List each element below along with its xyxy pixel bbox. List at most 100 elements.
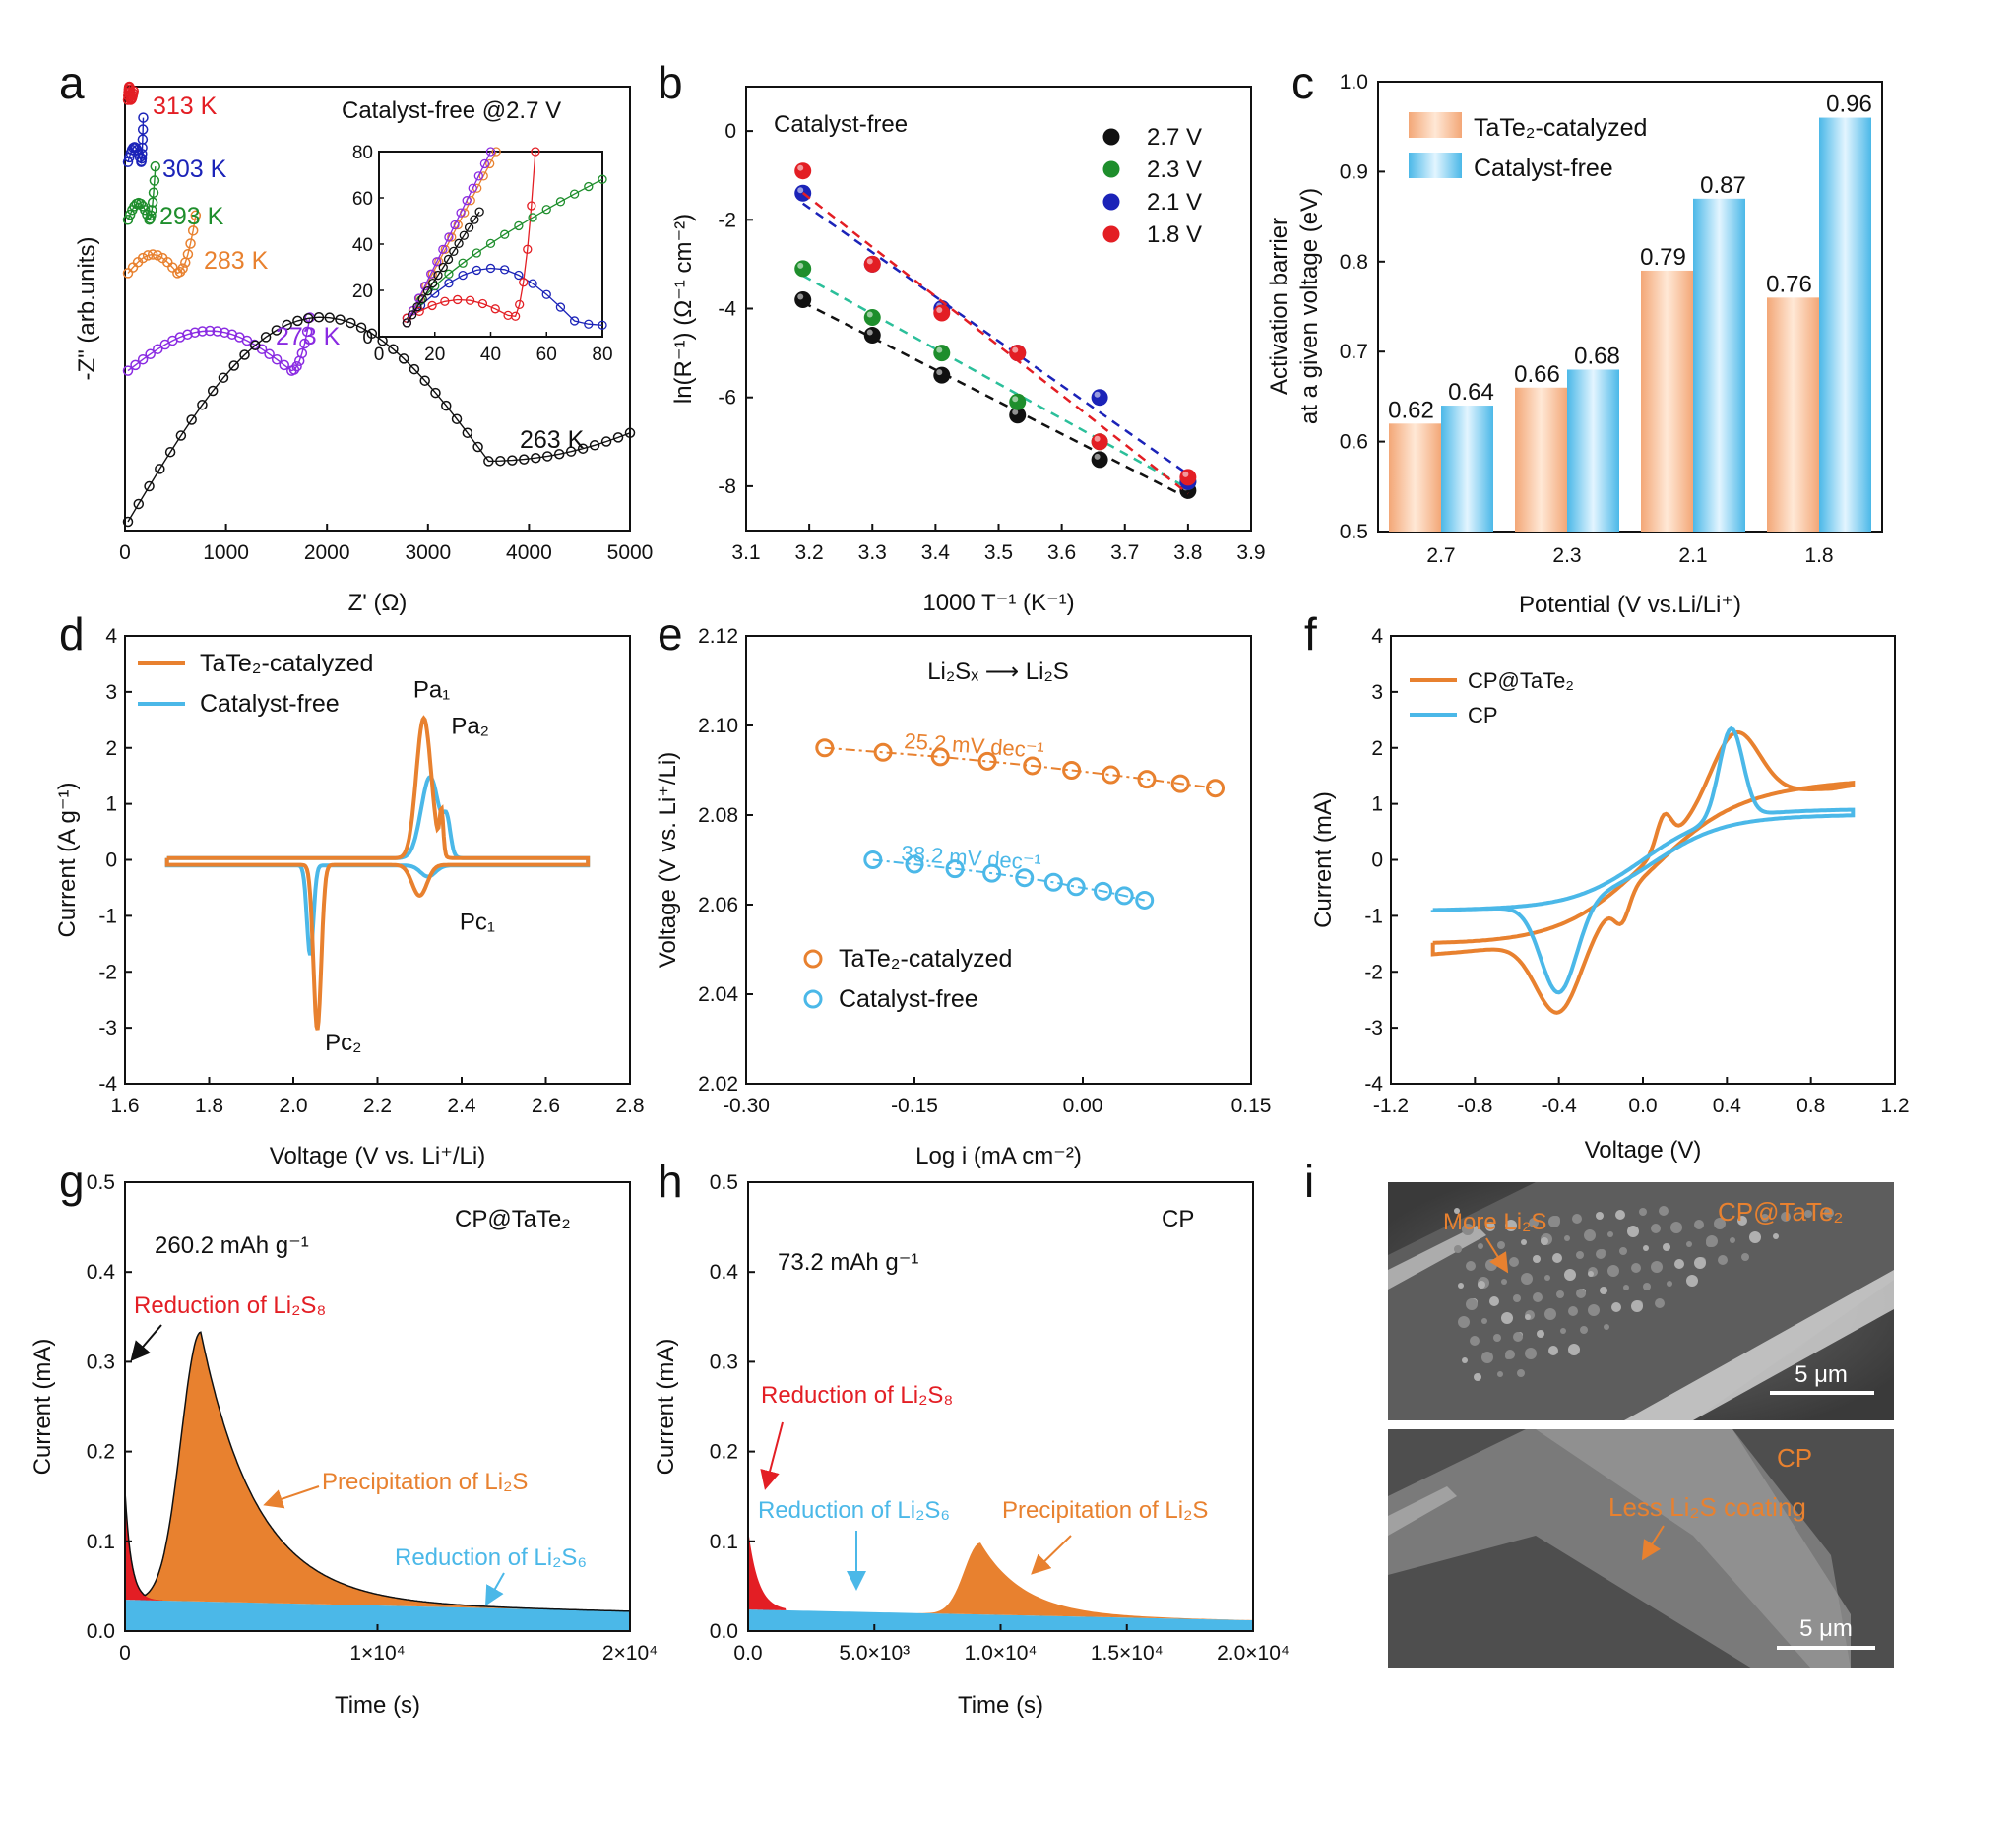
sem-particle [1556,1290,1564,1298]
data-point [147,249,158,260]
series-313K [122,81,139,105]
sem-particle [1474,1373,1481,1381]
sem-particle [1824,1208,1834,1218]
y-tick-label: 1.0 [1340,71,1368,94]
data-point [197,400,208,410]
x-tick-label: 1.6 [110,1095,139,1117]
data-point [291,360,302,372]
chart-annotation: Li₂Sₓ ⟶ Li₂S [927,659,1069,685]
sem-highlight [1388,1486,1457,1536]
series-0: 2.7 V [794,124,1202,500]
x-axis-title: Z' (Ω) [348,590,408,616]
sem-particle [1651,1224,1661,1233]
y-tick-label: 0.9 [1340,160,1368,183]
sem-particle [1607,1231,1613,1237]
y-axis-title: at a given voltage (eV) [1296,188,1323,424]
sem-particle [1454,1245,1462,1253]
inset-data-point [473,171,483,181]
sem-particle [1466,1261,1476,1271]
y-tick-label: 0.1 [87,1531,115,1553]
x-tick-label: 1.8 [1804,544,1833,567]
data-point [207,385,219,397]
bar [1767,297,1819,532]
panel-f: -1.2 -0.8 -0.4 0.0 0.4 0.8 1.2 -4 -3 -2 -1 0 1 2 3 4 Vol… [1310,625,1910,1164]
data-point [1091,451,1108,469]
panel-letter: g [59,1156,85,1207]
y-tick-label: -4 [718,298,736,321]
x-tick-label: 3.2 [795,541,824,564]
area-li2s6 [125,1600,630,1631]
inset-data-point [422,286,433,296]
inset-data-point [454,238,464,248]
bar-value-label: 0.96 [1826,92,1872,118]
annotation-arrow [1031,1535,1072,1575]
sem-particle [1580,1326,1588,1334]
series-3: 1.8 V [794,162,1202,495]
data-point [530,452,541,464]
x-tick-label: 2000 [304,541,350,564]
data-point [977,751,997,771]
data-point [302,313,314,324]
inset-data-point [438,262,448,273]
y-tick-label: 1 [1371,793,1383,816]
inset-data-point [447,232,457,242]
scale-bar-label: 5 μm [1799,1615,1853,1642]
data-point [264,348,275,360]
x-tick-label: -0.4 [1542,1095,1578,1117]
data-point [1206,779,1226,798]
data-point [122,365,134,376]
capacity-label: 260.2 mAh g⁻¹ [155,1232,309,1259]
sem-particle [1537,1330,1544,1338]
sem-particle [1462,1224,1474,1235]
data-point [863,255,881,273]
x-axis-title: Time (s) [335,1692,420,1719]
sem-highlight [1624,1270,1894,1420]
sem-particle [1588,1271,1594,1277]
bar [1567,369,1619,532]
x-tick-label: 0.8 [1796,1095,1825,1117]
inset-data-point [432,257,442,267]
sem-particle [1730,1237,1735,1243]
x-tick-label: 2.4 [447,1095,476,1117]
x-tick-label: 3.7 [1110,541,1139,564]
sem-particle [1572,1214,1582,1224]
data-point [933,304,951,322]
annotation-arrow [130,1324,162,1362]
inset-data-point [500,265,510,275]
data-point [150,160,161,172]
sem-particle [1749,1231,1761,1243]
sem-particle [1588,1304,1600,1316]
sem-particle [1639,1208,1647,1216]
inset-data-point [491,147,501,157]
legend-swatch [1409,112,1462,138]
sem-particle [1481,1352,1493,1363]
data-point [1009,393,1027,410]
data-point [155,464,165,474]
inset-data-point [444,269,454,279]
x-tick-label: 3.4 [921,541,951,564]
data-point [144,480,155,492]
data-point-highlight [936,307,943,314]
bar-value-label: 0.79 [1640,244,1686,271]
data-point [128,86,139,96]
data-point [430,387,441,399]
y-tick-label: -6 [718,387,736,409]
data-point [398,353,410,364]
bar-value-label: 0.87 [1700,172,1746,199]
data-point [1023,756,1042,776]
area-li2s [140,1332,630,1611]
x-tick-label: 40 [480,345,501,365]
legend-label: 1.8 V [1147,221,1202,248]
data-point [335,314,346,325]
data-point-highlight [1182,471,1189,477]
sem-particle [1568,1344,1580,1355]
inset-data-point [458,270,468,281]
y-tick-label: -2 [718,209,736,231]
y-tick-label: 0 [1371,850,1383,872]
sem-highlight [1536,1429,1851,1668]
data-point-highlight [1012,409,1019,415]
y-tick-label: -3 [98,1017,117,1039]
legend-marker [1102,160,1120,178]
y-tick-label: 1 [105,793,117,816]
y-axis-title: Current (mA) [30,1339,56,1476]
